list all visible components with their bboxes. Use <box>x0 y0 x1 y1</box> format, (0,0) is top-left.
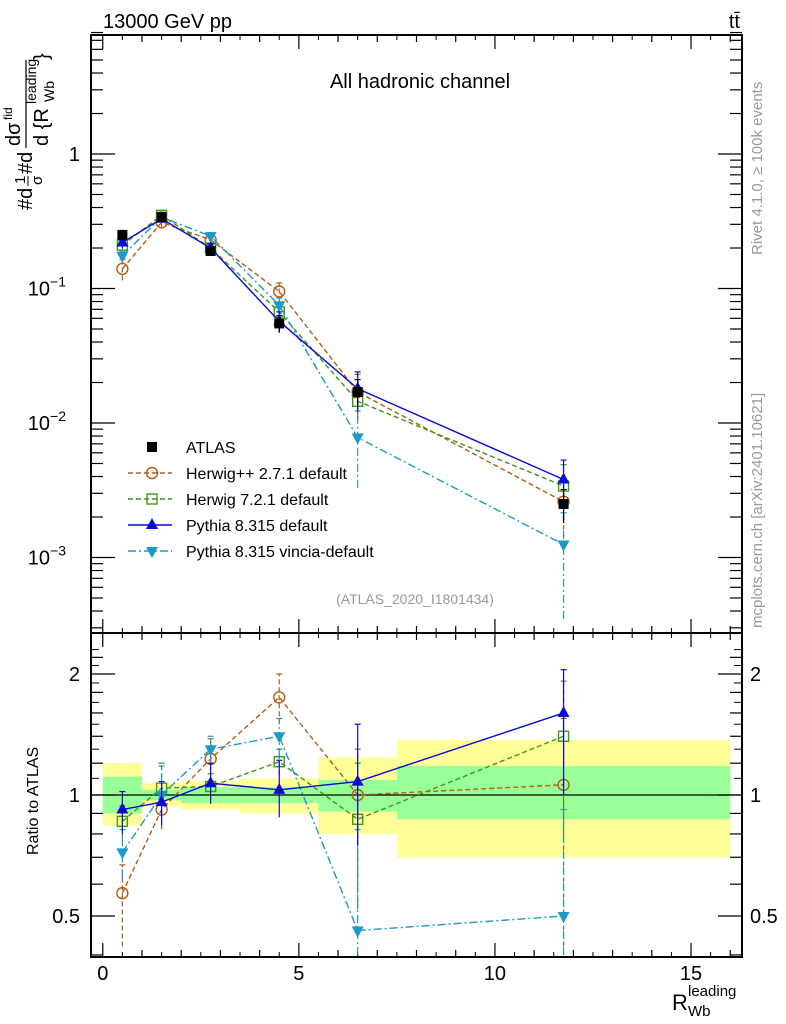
ratio-y-tick-label-right: 0.5 <box>750 906 778 928</box>
x-tick-label: 10 <box>484 963 506 985</box>
ratio-line-vincia <box>121 735 564 932</box>
legend-item-vincia: Pythia 8.315 vincia-default <box>128 544 374 561</box>
y-tick-label: 10−2 <box>28 408 66 435</box>
legend: ATLAS Herwig++ 2.7.1 default Herwig 7.2.1 … <box>128 440 374 561</box>
ratio-line-herwigpp <box>121 696 564 894</box>
svg-text:1: 1 <box>12 176 29 184</box>
svg-text:R: R <box>672 990 688 1015</box>
legend-marker <box>146 493 158 505</box>
svg-text:dσ: dσ <box>3 122 25 146</box>
svg-text:σ: σ <box>29 175 46 185</box>
series-herwigpp <box>116 216 570 538</box>
ratio-point-pythia <box>155 795 168 807</box>
axes: 0 5 10 15 1 10−1 10−2 10−3 0.5 0.5 1 1 2 2 <box>28 31 778 985</box>
data-point-vincia <box>351 433 364 445</box>
legend-item-pythia: Pythia 8.315 default <box>128 518 328 535</box>
process-label: tt̄ <box>729 11 741 33</box>
series-line-herwigpp <box>121 221 564 503</box>
data-point-atlas <box>274 318 285 329</box>
ratio-point-pythia <box>204 776 217 788</box>
ratio-point-pythia <box>273 782 286 794</box>
svg-text:}: } <box>31 53 53 60</box>
data-point-vincia <box>557 540 570 552</box>
legend-marker <box>146 547 158 558</box>
svg-text:d {R: d {R <box>31 108 53 146</box>
y-tick-label: 10−1 <box>28 274 66 301</box>
data-point-vincia <box>204 232 217 244</box>
series-line-pythia <box>122 217 564 481</box>
ratio-series-pythia <box>116 669 570 846</box>
x-tick-label: 0 <box>97 963 108 985</box>
legend-label: Pythia 8.315 default <box>186 518 328 535</box>
ratio-point-herwigpp <box>273 691 286 704</box>
data-point-pythia <box>116 235 129 247</box>
series-atlas <box>117 212 569 524</box>
data-point-atlas <box>558 498 569 509</box>
ratio-point-herwigpp <box>116 886 129 900</box>
rivet-label: Rivet 4.1.0, ≥ 100k events <box>749 82 766 255</box>
svg-text:Wb: Wb <box>688 1003 711 1020</box>
ratio-point-vincia <box>557 912 570 923</box>
channel-label: All hadronic channel <box>330 71 510 93</box>
energy-label: 13000 GeV pp <box>103 11 232 33</box>
data-point-herwigpp <box>273 285 286 298</box>
ratio-ylabel: Ratio to ATLAS <box>25 747 42 855</box>
analysis-id: (ATLAS_2020_I1801434) <box>336 591 494 607</box>
ratio-y-tick-label: 0.5 <box>52 906 80 928</box>
y-tick-label: 1 <box>69 144 80 166</box>
ratio-y-tick-label: 1 <box>69 785 80 807</box>
ratio-point-pythia <box>557 705 570 717</box>
ratio-bands <box>91 740 742 858</box>
y-tick-label: 10−3 <box>28 543 66 570</box>
series-line-herwig7 <box>121 214 564 487</box>
xlabel: R Wb leading <box>672 983 736 1020</box>
data-point-pythia <box>557 472 570 484</box>
legend-marker <box>145 466 159 480</box>
x-tick-label: 15 <box>680 963 702 985</box>
legend-marker <box>146 518 158 529</box>
legend-label: ATLAS <box>186 440 236 457</box>
ratio-line-herwig7 <box>121 735 564 822</box>
data-point-atlas <box>205 246 216 257</box>
mcplots-label: mcplots.cern.ch [arXiv:2401.10621] <box>749 393 766 628</box>
legend-label: Pythia 8.315 vincia-default <box>186 544 374 561</box>
x-tick-label: 5 <box>293 963 304 985</box>
ratio-point-vincia <box>116 848 129 860</box>
ratio-y-tick-label-right: 1 <box>750 785 761 807</box>
legend-item-herwig7: Herwig 7.2.1 default <box>128 492 329 509</box>
series-layer <box>116 209 570 955</box>
svg-text:#d: #d <box>15 188 37 210</box>
data-point-atlas <box>156 212 167 223</box>
ratio-point-pythia <box>351 774 364 786</box>
svg-text:leading: leading <box>23 59 39 104</box>
svg-text:fid: fid <box>1 107 15 120</box>
data-point-atlas <box>352 387 363 398</box>
data-point-vincia <box>273 301 286 313</box>
legend-item-herwigpp: Herwig++ 2.7.1 default <box>128 466 348 483</box>
series-pythia <box>116 211 570 509</box>
data-point-herwigpp <box>116 262 129 276</box>
svg-text:leading: leading <box>688 983 736 1000</box>
legend-item-atlas: ATLAS <box>147 440 236 457</box>
legend-label: Herwig++ 2.7.1 default <box>186 466 348 483</box>
svg-text:Wb: Wb <box>41 81 57 102</box>
legend-label: Herwig 7.2.1 default <box>186 492 329 509</box>
ratio-point-pythia <box>116 802 129 814</box>
series-line-vincia <box>121 216 564 546</box>
ratio-point-vincia <box>273 732 286 744</box>
ratio-point-vincia <box>351 926 364 938</box>
main-ylabel: #d 1 σ #d dσ fid d {R Wb leading } <box>1 53 57 210</box>
data-point-vincia <box>116 251 129 263</box>
legend-marker <box>147 442 157 452</box>
ratio-y-tick-label: 2 <box>69 664 80 686</box>
data-point-atlas <box>117 229 128 240</box>
ratio-point-vincia <box>204 745 217 757</box>
svg-text:#d: #d <box>15 152 37 174</box>
ratio-y-tick-label-right: 2 <box>750 664 761 686</box>
ratio-line-pythia <box>122 712 564 811</box>
